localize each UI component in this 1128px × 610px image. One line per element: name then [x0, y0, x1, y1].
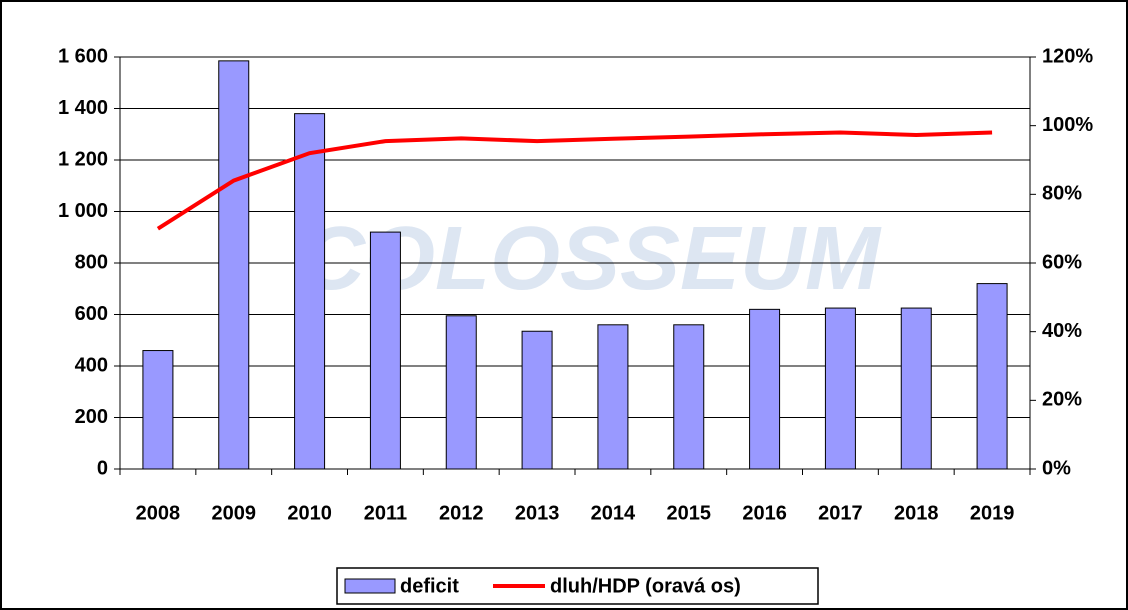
bar [824, 307, 856, 470]
y-tick-label: 600 [75, 303, 108, 325]
y2-tick-label: 120% [1042, 45, 1093, 67]
bar [673, 324, 705, 470]
y-tick-label: 0 [97, 457, 108, 479]
bar [294, 113, 326, 470]
x-tick-label: 2014 [591, 502, 636, 524]
y-tick-label: 400 [75, 354, 108, 376]
bar [976, 283, 1008, 470]
x-tick-label: 2013 [515, 502, 560, 524]
legend-label: dluh/HDP (oravá os) [550, 575, 741, 597]
bar [218, 60, 250, 470]
bar [142, 350, 174, 470]
y2-tick-label: 40% [1042, 320, 1082, 342]
y2-tick-label: 20% [1042, 389, 1082, 411]
x-tick-label: 2017 [818, 502, 863, 524]
y-tick-label: 800 [75, 251, 108, 273]
y2-tick-label: 100% [1042, 114, 1093, 136]
bar [900, 307, 932, 470]
legend-label: deficit [400, 575, 459, 597]
x-tick-label: 2010 [287, 502, 332, 524]
x-tick-label: 2009 [212, 502, 257, 524]
x-tick-label: 2018 [894, 502, 939, 524]
legend-box [336, 567, 819, 605]
x-tick-label: 2015 [667, 502, 712, 524]
y-tick-label: 1 000 [58, 200, 108, 222]
y-tick-label: 1 600 [58, 45, 108, 67]
y2-tick-label: 60% [1042, 251, 1082, 273]
y-tick-label: 1 400 [58, 97, 108, 119]
x-tick-label: 2012 [439, 502, 484, 524]
y-tick-label: 1 200 [58, 148, 108, 170]
bar [521, 330, 553, 470]
legend-swatch [344, 578, 396, 594]
x-tick-label: 2008 [136, 502, 181, 524]
x-tick-label: 2016 [742, 502, 787, 524]
bar [749, 308, 781, 470]
y2-tick-label: 0% [1042, 457, 1071, 479]
bar [445, 315, 477, 470]
line-series [156, 130, 993, 231]
bar [369, 231, 401, 470]
bar [597, 324, 629, 470]
y2-tick-label: 80% [1042, 183, 1082, 205]
x-tick-label: 2019 [970, 502, 1015, 524]
y-tick-label: 200 [75, 406, 108, 428]
x-tick-label: 2011 [364, 502, 407, 524]
